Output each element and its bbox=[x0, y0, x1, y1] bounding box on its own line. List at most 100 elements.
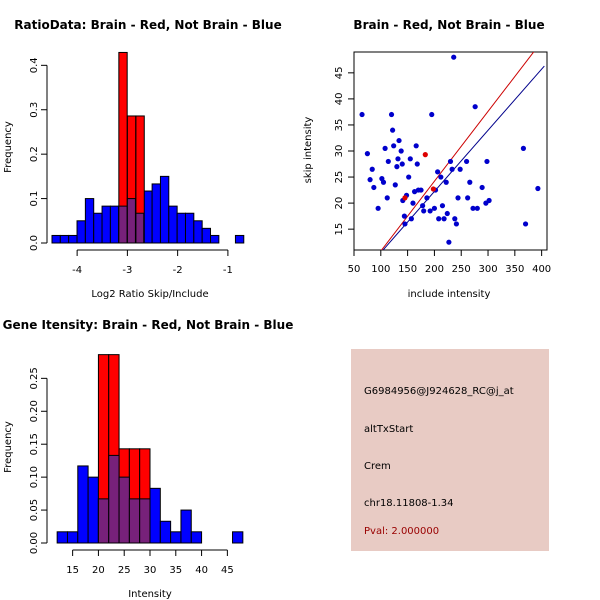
y-tick-label: 0.20 bbox=[29, 400, 40, 422]
point-not-brain-11 bbox=[388, 111, 395, 118]
x-tick-label: -4 bbox=[72, 265, 82, 276]
x-tick-label: 350 bbox=[505, 264, 524, 275]
bar-not-brain-1 bbox=[59, 234, 70, 244]
gene-y-axis-label: Frequency bbox=[3, 421, 14, 473]
bar-not-brain-2 bbox=[77, 465, 89, 544]
bar-not-brain-14 bbox=[168, 205, 178, 244]
ratio-histogram: RatioData: Brain - Red, Not Brain - Blue… bbox=[3, 18, 282, 300]
bar-not-brain-15 bbox=[176, 212, 186, 244]
point-not-brain-65 bbox=[520, 145, 527, 151]
y-tick-label: 0.2 bbox=[29, 146, 40, 162]
point-not-brain-44 bbox=[441, 216, 447, 222]
point-not-brain-54 bbox=[457, 166, 463, 172]
point-not-brain-9 bbox=[384, 195, 390, 201]
bar-not-brain-3 bbox=[87, 476, 99, 544]
point-not-brain-25 bbox=[407, 156, 413, 162]
point-not-brain-51 bbox=[452, 216, 458, 222]
x-tick-label: 200 bbox=[425, 264, 444, 275]
bar-not-brain-0 bbox=[51, 234, 61, 244]
point-not-brain-12 bbox=[390, 127, 396, 133]
bar-not-brain-9 bbox=[149, 487, 161, 544]
x-tick-label: 20 bbox=[92, 565, 105, 576]
point-not-brain-1 bbox=[364, 151, 371, 157]
bar-not-brain-7 bbox=[109, 205, 120, 244]
bar-not-brain-11 bbox=[143, 190, 153, 244]
gene-intensity-histogram: Gene Itensity: Brain - Red, Not Brain - … bbox=[3, 318, 294, 600]
point-not-brain-18 bbox=[398, 148, 404, 154]
y-tick-label: 35 bbox=[334, 119, 345, 132]
point-not-brain-34 bbox=[421, 208, 427, 214]
point-brain-0 bbox=[402, 195, 408, 201]
point-not-brain-5 bbox=[375, 205, 381, 211]
bar-overlap-3 bbox=[128, 498, 141, 544]
scatter-chart-title: Brain - Red, Not Brain - Blue bbox=[353, 18, 544, 32]
bar-not-brain-10 bbox=[159, 520, 172, 544]
p-value: Pval: 2.000000 bbox=[364, 526, 440, 537]
bar-not-brain-16 bbox=[184, 212, 195, 244]
y-tick-label: 0.05 bbox=[29, 499, 40, 521]
point-not-brain-50 bbox=[451, 54, 457, 60]
intensity-scatter: Brain - Red, Not Brain - Blue include in… bbox=[303, 18, 551, 300]
point-not-brain-22 bbox=[402, 221, 408, 227]
point-not-brain-8 bbox=[382, 145, 388, 151]
point-not-brain-24 bbox=[406, 174, 412, 180]
point-not-brain-38 bbox=[431, 205, 438, 211]
bar-not-brain-1 bbox=[66, 531, 79, 544]
point-not-brain-2 bbox=[367, 177, 373, 183]
point-not-brain-33 bbox=[420, 203, 426, 209]
bar-not-brain-4 bbox=[84, 198, 95, 244]
point-not-brain-0 bbox=[359, 111, 365, 118]
plot-frame bbox=[353, 51, 548, 251]
bar-not-brain-11 bbox=[170, 531, 182, 544]
point-not-brain-41 bbox=[436, 216, 442, 222]
point-not-brain-53 bbox=[455, 195, 461, 201]
point-not-brain-7 bbox=[380, 179, 387, 185]
gene-x-axis-label: Intensity bbox=[128, 589, 172, 600]
x-tick-label: 30 bbox=[144, 565, 157, 576]
y-tick-label: 0.15 bbox=[29, 433, 40, 455]
point-not-brain-36 bbox=[427, 208, 433, 214]
bar-not-brain-19 bbox=[210, 234, 220, 244]
point-not-brain-26 bbox=[408, 216, 414, 222]
bar-overlap-1 bbox=[126, 198, 136, 244]
bar-overlap-1 bbox=[108, 454, 120, 544]
fit-line-0 bbox=[380, 52, 535, 250]
y-tick-label: 0.3 bbox=[29, 102, 40, 118]
fit-line-1 bbox=[382, 65, 545, 250]
scatter-y-axis-label: skip intensity bbox=[303, 117, 314, 184]
bar-not-brain-13 bbox=[190, 531, 203, 544]
point-not-brain-59 bbox=[472, 104, 478, 110]
point-not-brain-40 bbox=[435, 169, 441, 175]
bar-not-brain-6 bbox=[101, 205, 111, 244]
point-not-brain-27 bbox=[410, 200, 416, 206]
point-not-brain-64 bbox=[486, 197, 492, 204]
bar-not-brain-2 bbox=[68, 234, 78, 244]
point-not-brain-3 bbox=[369, 166, 375, 172]
x-tick-label: 35 bbox=[169, 565, 182, 576]
y-tick-label: 20 bbox=[334, 197, 345, 210]
bar-not-brain-0 bbox=[56, 531, 68, 544]
x-tick-label: 15 bbox=[66, 565, 79, 576]
ratio-chart-title: RatioData: Brain - Red, Not Brain - Blue bbox=[14, 18, 281, 32]
point-not-brain-19 bbox=[399, 161, 405, 167]
x-tick-label: -2 bbox=[173, 265, 183, 276]
point-not-brain-15 bbox=[394, 164, 400, 170]
point-not-brain-56 bbox=[465, 195, 471, 201]
point-not-brain-42 bbox=[438, 174, 444, 180]
x-tick-label: 40 bbox=[195, 565, 208, 576]
point-not-brain-16 bbox=[395, 156, 401, 162]
point-not-brain-10 bbox=[385, 158, 391, 165]
y-tick-label: 15 bbox=[334, 223, 345, 236]
x-tick-label: 300 bbox=[478, 264, 497, 275]
bar-overlap-4 bbox=[139, 498, 151, 544]
point-not-brain-66 bbox=[522, 221, 529, 227]
bar-not-brain-20 bbox=[234, 234, 245, 244]
ratio-y-axis-label: Frequency bbox=[3, 121, 14, 173]
y-tick-label: 0.25 bbox=[29, 367, 40, 389]
point-not-brain-21 bbox=[401, 213, 407, 219]
x-tick-label: 25 bbox=[118, 565, 131, 576]
y-tick-label: 0.10 bbox=[29, 466, 40, 488]
y-tick-label: 30 bbox=[334, 145, 345, 158]
bar-not-brain-12 bbox=[151, 183, 161, 244]
probe-id: G6984956@J924628_RC@j_at bbox=[364, 386, 514, 397]
